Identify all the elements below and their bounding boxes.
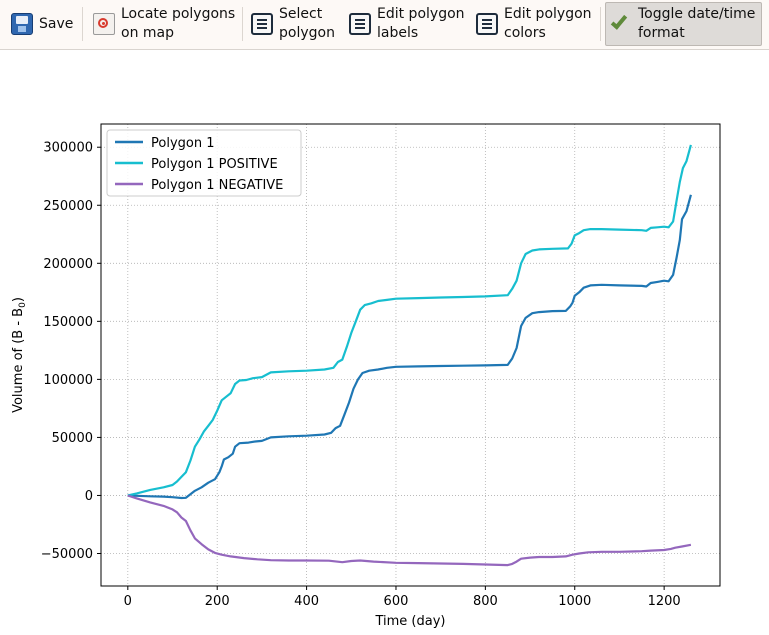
- x-tick-label: 400: [294, 594, 319, 609]
- series-line-1: [127, 194, 692, 500]
- toolbar-separator: [82, 7, 83, 41]
- y-axis-label-close: ): [11, 297, 26, 302]
- save-button[interactable]: Save: [6, 2, 78, 46]
- edit-polygon-colors-button[interactable]: Edit polygon colors: [472, 2, 596, 46]
- list-icon: [251, 13, 273, 35]
- toolbar-separator: [600, 7, 601, 41]
- y-axis-label-subscript: 0: [18, 302, 28, 308]
- y-tick-label: 100000: [43, 373, 93, 388]
- check-icon: [610, 13, 632, 35]
- x-tick-label: 600: [384, 594, 409, 609]
- locate-polygons-button[interactable]: Locate polygons on map: [88, 2, 238, 46]
- x-tick-label: 0: [124, 594, 132, 609]
- x-tick-label: 200: [205, 594, 230, 609]
- locate-polygons-label: Locate polygons on map: [121, 6, 236, 41]
- x-tick-label: 800: [473, 594, 498, 609]
- y-tick-label: 50000: [52, 431, 93, 446]
- edit-polygon-colors-label: Edit polygon colors: [504, 6, 592, 41]
- grid: [101, 124, 720, 586]
- save-button-label: Save: [39, 15, 74, 32]
- axis-ticks: 0 200 400 600 800 1000 1200 −50000 0 50000 100000 1…: [41, 141, 681, 609]
- edit-polygon-labels-button[interactable]: Edit polygon labels: [345, 2, 467, 46]
- chart: 0 200 400 600 800 1000 1200 −50000 0 50000 100000 1…: [11, 123, 721, 629]
- select-polygon-label: Select polygon: [279, 6, 335, 41]
- y-axis-label: Volume of (B - B0): [11, 297, 28, 413]
- x-tick-label: 1000: [558, 594, 591, 609]
- y-tick-label: 200000: [43, 257, 93, 272]
- list-icon: [476, 13, 498, 35]
- select-polygon-button[interactable]: Select polygon: [247, 2, 339, 46]
- legend-box: [106, 129, 302, 197]
- save-icon: [11, 13, 33, 35]
- plot-frame: [100, 123, 721, 587]
- y-tick-label: 300000: [43, 141, 93, 156]
- y-tick-label: 150000: [43, 315, 93, 330]
- list-icon: [349, 13, 371, 35]
- y-tick-label: 250000: [43, 199, 93, 214]
- x-tick-label: 1200: [648, 594, 681, 609]
- legend-label-3: Polygon 1 NEGATIVE: [151, 178, 283, 193]
- y-axis-label-main: Volume of (B - B: [11, 308, 26, 413]
- legend: Polygon 1 Polygon 1 POSITIVE Polygon 1 NEG…: [106, 129, 302, 197]
- locate-icon: [93, 13, 115, 35]
- x-axis-label: Time (day): [374, 614, 445, 629]
- legend-label-2: Polygon 1 POSITIVE: [151, 157, 278, 172]
- toolbar: Save Locate polygons on map Select polyg…: [0, 0, 769, 50]
- legend-label-1: Polygon 1: [151, 136, 214, 151]
- toggle-date-time-format-button[interactable]: Toggle date/time format: [605, 2, 762, 46]
- toggle-date-time-format-label: Toggle date/time format: [638, 6, 756, 41]
- series-line-2: [127, 144, 692, 497]
- edit-polygon-labels-label: Edit polygon labels: [377, 6, 465, 41]
- series-line-3: [127, 494, 692, 567]
- toolbar-separator: [242, 7, 243, 41]
- y-tick-label: 0: [85, 489, 93, 504]
- y-tick-label: −50000: [41, 547, 93, 562]
- series-lines: [127, 144, 692, 567]
